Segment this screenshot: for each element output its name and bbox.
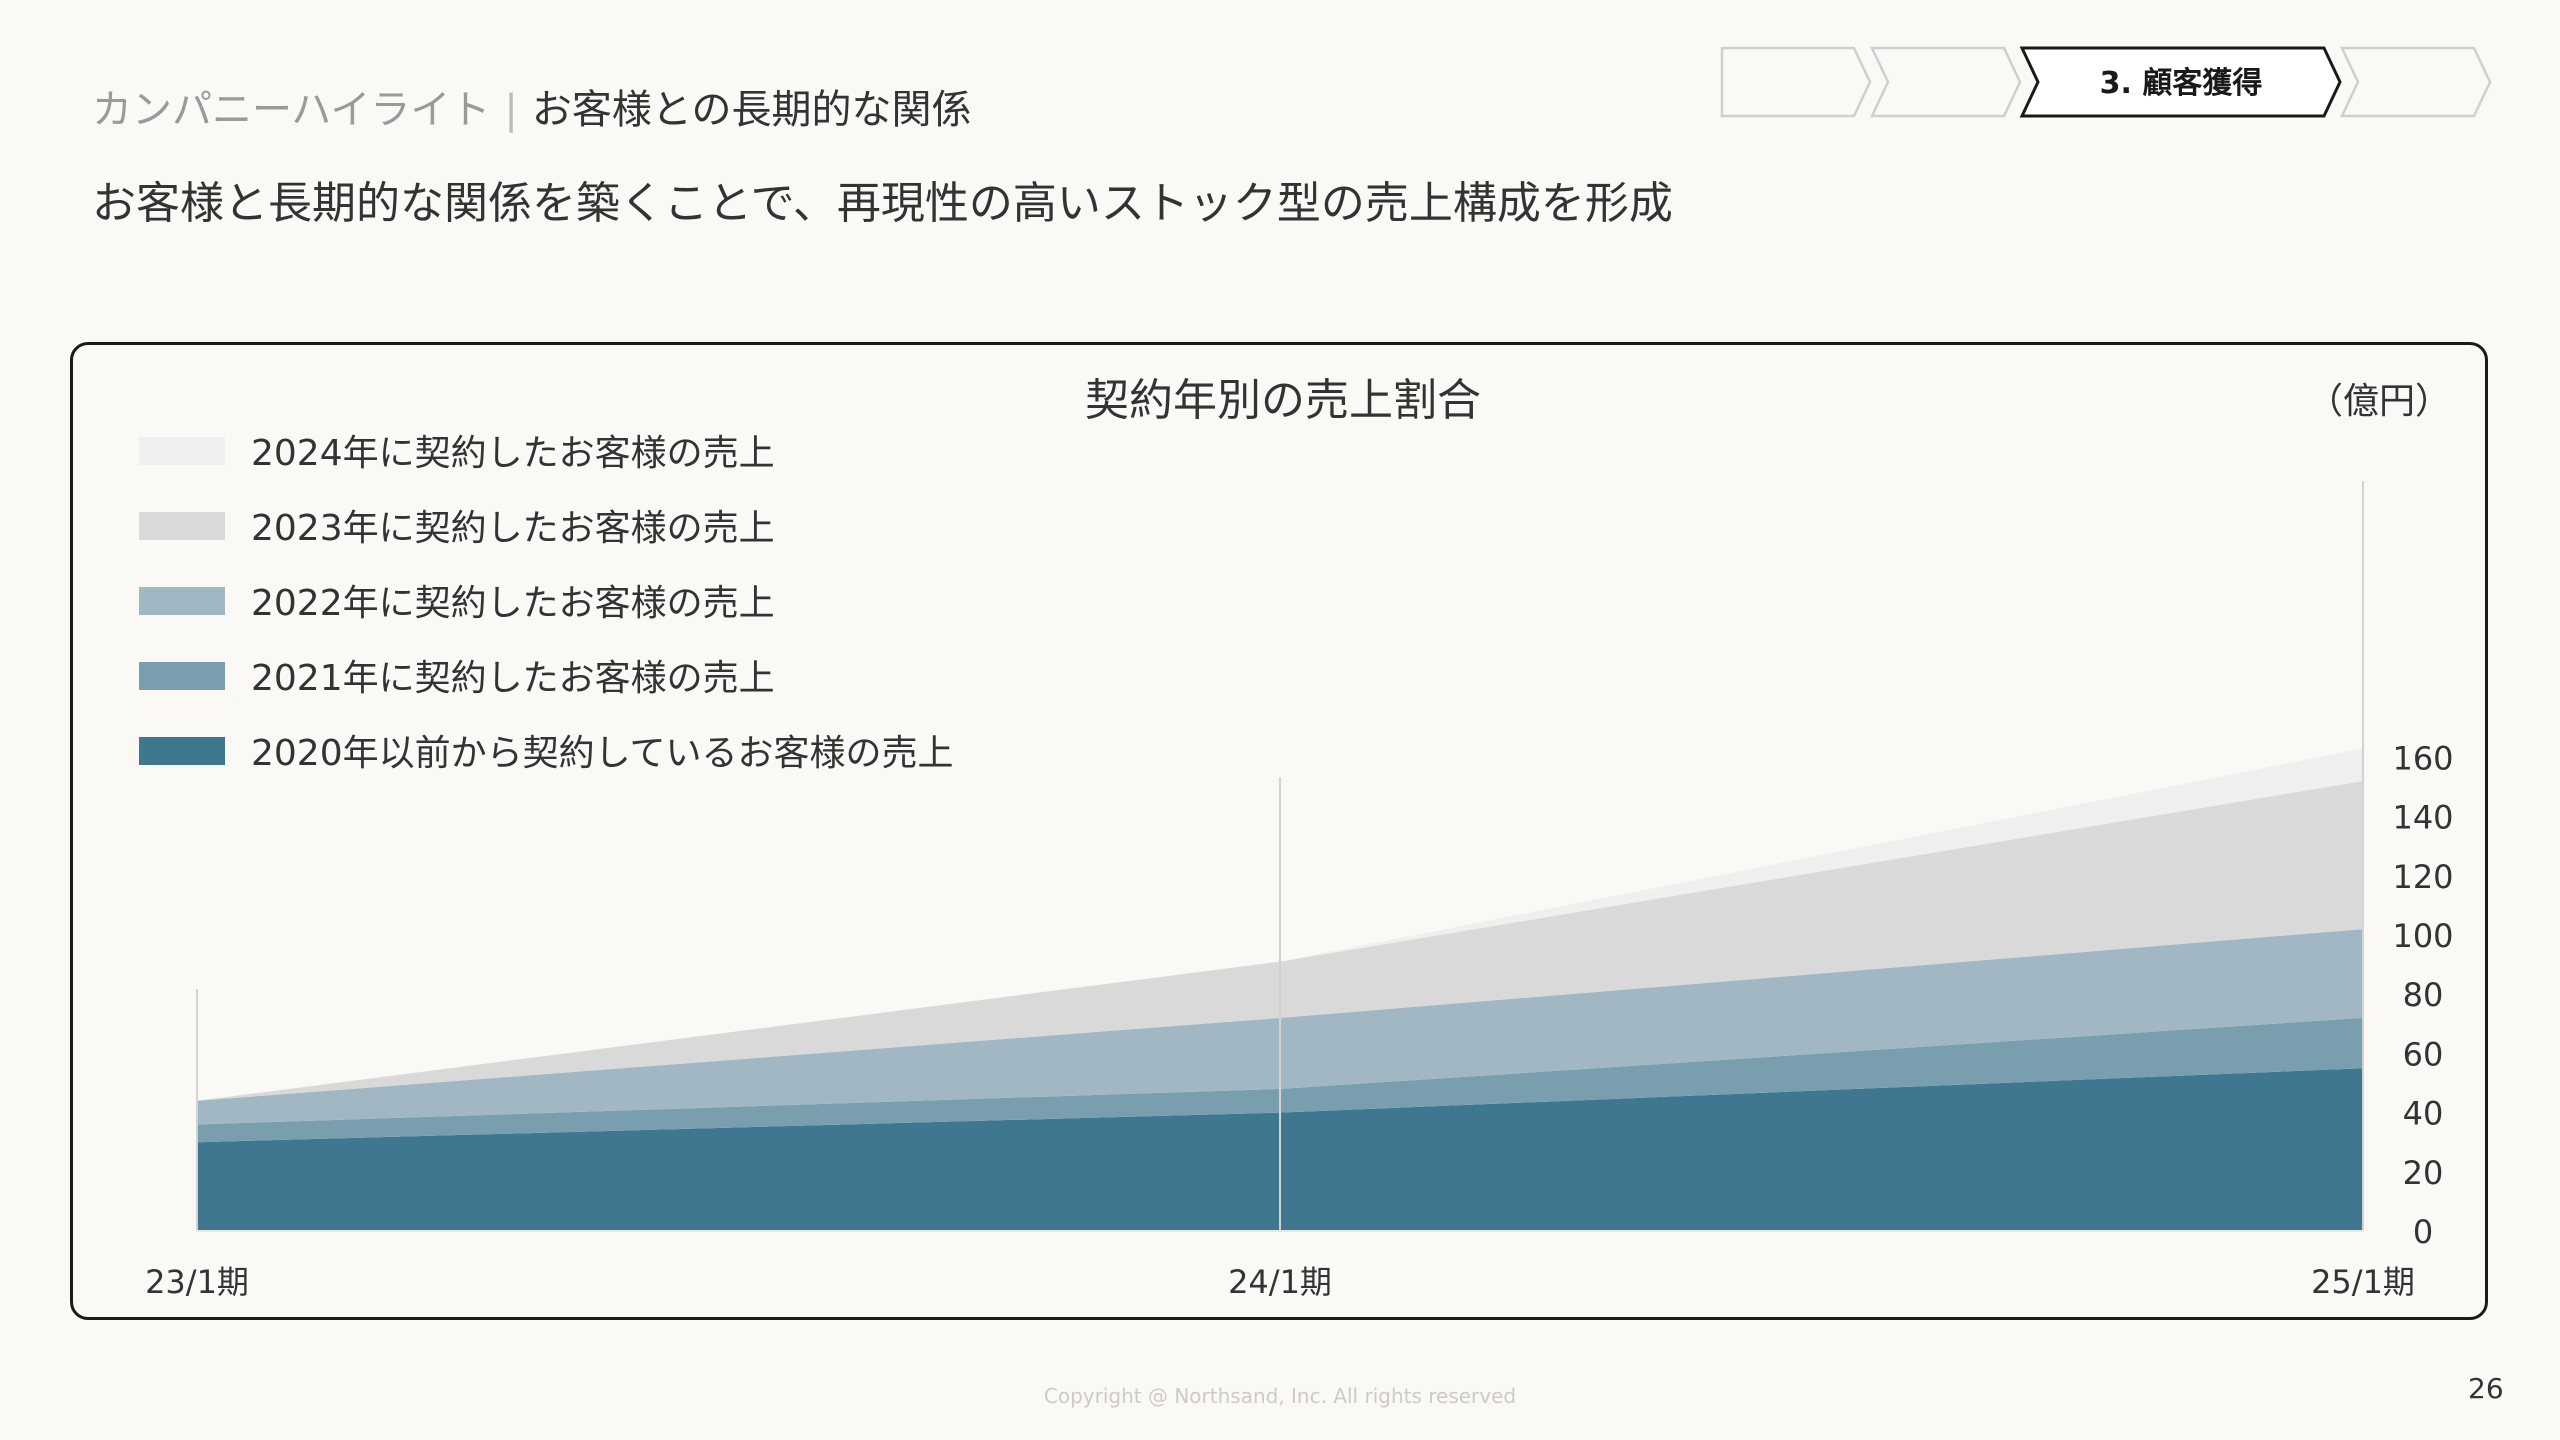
y-tick-label: 60 (2403, 1035, 2444, 1073)
legend-label-1: 2020年以前から契約しているお客様の売上 (251, 733, 954, 774)
copyright-notice: Copyright @ Northsand, Inc. All rights r… (1043, 1384, 1517, 1408)
y-tick-label: 80 (2403, 976, 2444, 1014)
x-category-label: 24/1期 (1228, 1263, 1332, 1301)
legend-label-2: 2021年に契約したお客様の売上 (251, 658, 775, 699)
chart-panel: 契約年別の売上割合 （億円） 0 20 40 60 80 100 120 140 160 23/1期 2… (70, 342, 2488, 1320)
legend-swatch-2 (139, 662, 225, 690)
legend-swatch-1 (139, 737, 225, 765)
step-label-3: 3. 顧客獲得 (2100, 66, 2263, 101)
step-chevron-3 (2019, 46, 2342, 118)
legend-swatch-4 (139, 512, 225, 540)
y-tick-label: 120 (2392, 858, 2453, 896)
page-number: 26 (2468, 1372, 2504, 1405)
breadcrumb-separator: | (504, 87, 518, 133)
legend-label-3: 2022年に契約したお客様の売上 (251, 583, 775, 624)
y-tick-label: 160 (2392, 739, 2453, 777)
y-tick-label: 0 (2413, 1213, 2433, 1251)
step-chevron-4 (2340, 46, 2492, 118)
step-chevron-1 (1720, 46, 1872, 118)
breadcrumb: カンパニーハイライト | お客様との長期的な関係 (92, 84, 972, 136)
legend-swatch-3 (139, 587, 225, 615)
x-category-label: 23/1期 (145, 1263, 249, 1301)
legend-swatch-5 (139, 437, 225, 465)
step-chevron-2 (1870, 46, 2022, 118)
area-series-2 (197, 1017, 2363, 1143)
y-tick-label: 100 (2392, 917, 2453, 955)
progress-steps-graphic: 3. 顧客獲得 (1720, 46, 2492, 118)
y-tick-label: 20 (2403, 1154, 2444, 1192)
legend-label-5: 2024年に契約したお客様の売上 (251, 433, 775, 474)
chart-title: 契約年別の売上割合 (1085, 375, 1481, 426)
x-category-label: 25/1期 (2311, 1263, 2415, 1301)
legend-label-4: 2023年に契約したお客様の売上 (251, 508, 775, 549)
breadcrumb-topic: お客様との長期的な関係 (531, 87, 972, 133)
chart-unit-label: （億円） (2307, 381, 2451, 422)
progress-steps: 3. 顧客獲得 (1718, 44, 2494, 124)
stacked-area-chart: 契約年別の売上割合 （億円） 0 20 40 60 80 100 120 140 160 23/1期 2… (139, 375, 2454, 1301)
y-tick-label: 40 (2403, 1095, 2444, 1133)
breadcrumb-section: カンパニーハイライト (92, 87, 491, 133)
page-headline: お客様と長期的な関係を築くことで、再現性の高いストック型の売上構成を形成 (92, 178, 1673, 229)
area-series-4 (197, 781, 2363, 1101)
y-tick-label: 140 (2392, 799, 2453, 837)
